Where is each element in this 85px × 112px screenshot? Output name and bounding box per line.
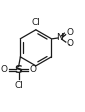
Text: Cl: Cl bbox=[14, 81, 23, 90]
Text: ·: · bbox=[68, 40, 71, 50]
Text: O: O bbox=[29, 65, 36, 74]
Text: Cl: Cl bbox=[31, 18, 40, 27]
Text: N: N bbox=[56, 33, 63, 42]
Text: O: O bbox=[66, 28, 73, 37]
Text: O: O bbox=[66, 39, 73, 48]
Text: S: S bbox=[15, 65, 23, 75]
Text: O: O bbox=[1, 65, 8, 74]
Text: +: + bbox=[60, 33, 65, 38]
